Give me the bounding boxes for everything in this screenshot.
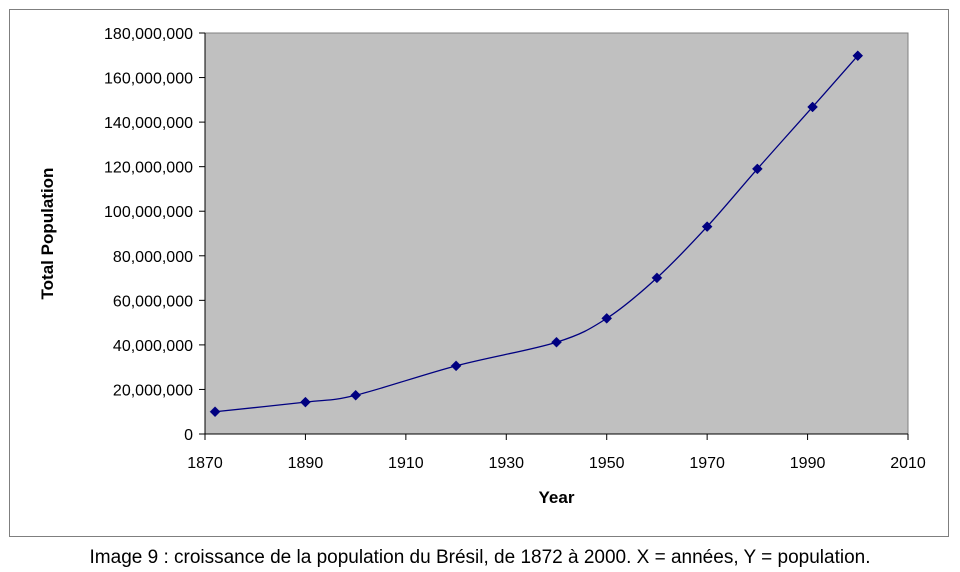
data-point-marker xyxy=(701,221,713,232)
y-axis: 0 20,000,000 40,000,000 60,000,000 80,000,00… xyxy=(104,26,206,444)
y-tick-label: 20,000,000 xyxy=(113,382,193,399)
data-point-marker xyxy=(807,101,818,113)
y-tick-label: 140,000,000 xyxy=(104,115,193,132)
y-tick-label: 100,000,000 xyxy=(104,204,193,221)
data-point-marker xyxy=(551,336,562,348)
x-tick-label: 2010 xyxy=(890,455,926,472)
data-point-marker xyxy=(601,313,613,324)
data-point-marker xyxy=(651,272,663,284)
data-point-marker xyxy=(209,406,221,418)
data-point-marker xyxy=(450,360,462,372)
x-tick-label: 1990 xyxy=(790,455,826,472)
data-point-marker xyxy=(300,396,311,408)
y-tick-label: 80,000,000 xyxy=(113,249,193,266)
population-chart: 1870 1890 1910 1930 1950 1970 1990 2010 0 20,000… xyxy=(38,26,926,507)
x-tick-label: 1950 xyxy=(589,455,625,472)
x-tick-label: 1890 xyxy=(288,455,324,472)
series-markers xyxy=(209,50,864,418)
y-tick-label: 160,000,000 xyxy=(104,71,193,88)
y-tick-label: 60,000,000 xyxy=(113,293,193,310)
y-tick-label: 120,000,000 xyxy=(104,160,193,177)
x-tick-label: 1870 xyxy=(187,455,223,472)
y-tick-label: 180,000,000 xyxy=(104,26,193,43)
x-tick-label: 1970 xyxy=(689,455,725,472)
y-tick-label: 40,000,000 xyxy=(113,338,193,355)
x-tick-label: 1910 xyxy=(388,455,424,472)
data-point-marker xyxy=(350,389,361,401)
y-axis-title: Total Population xyxy=(38,168,57,300)
x-tick-label: 1930 xyxy=(488,455,524,472)
x-axis-title: Year xyxy=(539,488,575,507)
y-tick-label: 0 xyxy=(184,427,193,444)
data-point-marker xyxy=(852,50,864,62)
data-point-marker xyxy=(752,163,763,175)
plot-area xyxy=(204,32,909,435)
x-axis: 1870 1890 1910 1930 1950 1970 1990 2010 xyxy=(187,433,926,472)
figure-caption: Image 9 : croissance de la population du… xyxy=(89,547,871,568)
